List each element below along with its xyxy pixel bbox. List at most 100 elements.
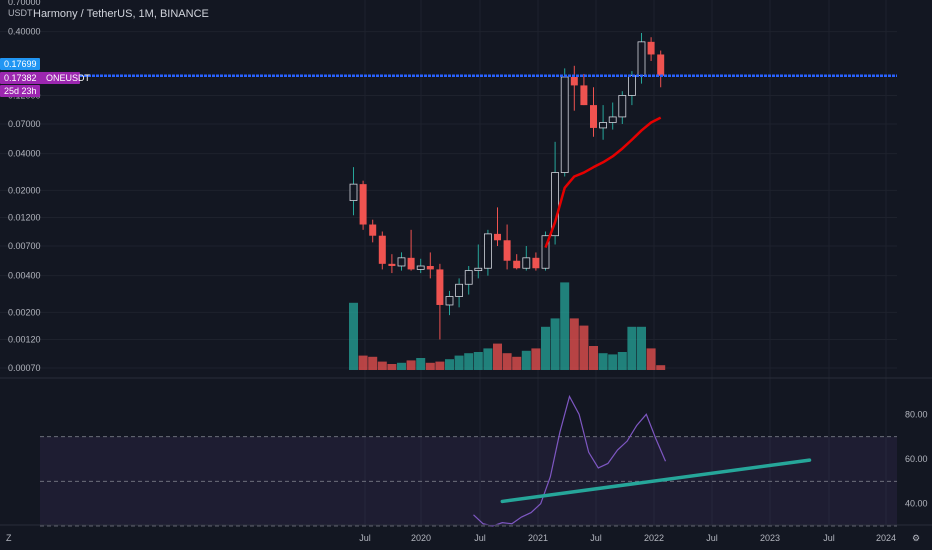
volume-bar (368, 356, 378, 370)
candle-body (599, 122, 607, 129)
y-tick-label: 0.01200 (8, 212, 41, 222)
candle-body (657, 54, 665, 76)
candle-body (580, 85, 588, 106)
time-axis[interactable]: Jul 2020 Jul 2021 Jul 2022 Jul 2023 Jul 2024 (359, 533, 896, 543)
price-axis[interactable]: 0.400000.120000.070000.040000.020000.012… (8, 0, 928, 509)
candle-body (445, 296, 454, 306)
volume-bar (637, 326, 646, 370)
candle-body (455, 283, 464, 297)
candle-body (570, 76, 578, 86)
candle-body (483, 233, 492, 269)
candle-body (647, 41, 655, 55)
candle-body (513, 260, 521, 269)
candle-body (628, 75, 636, 96)
rsi-indicator (473, 394, 812, 527)
symbol-name: ONEUSDT (46, 73, 91, 83)
volume-bar (406, 360, 416, 370)
volume-bar (425, 362, 435, 370)
x-tick-label: Jul (823, 533, 835, 543)
volume-bar (589, 346, 598, 370)
candle-body (359, 184, 367, 225)
volume-bar (435, 361, 445, 370)
volume-bar (617, 352, 627, 370)
chart-title: Harmony / TetherUS, 1M, BINANCE (33, 8, 209, 20)
volume-bar (521, 350, 531, 370)
x-tick-label: 2022 (644, 533, 664, 543)
rsi-band (40, 436, 897, 527)
volume-bar (569, 318, 579, 370)
x-tick-label: Jul (474, 533, 486, 543)
volume-bar (550, 318, 560, 370)
ma-line (544, 116, 662, 248)
y-tick-label: 0.07000 (8, 119, 41, 129)
volume-bar (627, 326, 637, 370)
x-tick-label: Jul (706, 533, 718, 543)
candle-body (503, 240, 511, 261)
x-tick-label: 2020 (411, 533, 431, 543)
y-tick-label: 0.00700 (8, 241, 41, 251)
candle-body (349, 183, 358, 201)
timezone-label[interactable]: Z (6, 533, 12, 543)
volume-bar (464, 353, 474, 370)
volume-bar (579, 325, 589, 370)
y-tick-label: 0.40000 (8, 27, 41, 37)
grid (0, 0, 897, 525)
candle-body (608, 116, 617, 123)
candle-body (474, 267, 483, 272)
moving-average (544, 116, 662, 248)
volume-bar (541, 326, 550, 370)
settings-icon[interactable]: ⚙ (912, 533, 920, 543)
countdown-tag (0, 85, 40, 97)
candle-body (637, 41, 646, 76)
current-price-value: 0.17699 (4, 59, 37, 69)
rsi-tick-label: 60.00 (905, 454, 928, 464)
volume-bar (377, 361, 387, 370)
volume-bars (349, 282, 666, 370)
volume-bar (387, 364, 397, 370)
volume-bar (493, 343, 502, 370)
symbol-price-value: 0.17382 (4, 73, 37, 83)
y-tick-label: 0.00400 (8, 271, 41, 281)
candle-body (464, 270, 473, 285)
price-tags: 0.17699 0.17382 ONEUSDT 25d 23h (0, 58, 897, 97)
y-tick-label-top: 0.70000 (8, 0, 41, 7)
volume-bar (608, 354, 618, 370)
volume-bar (512, 356, 522, 370)
y-tick-label: 0.00120 (8, 334, 41, 344)
candle-body (618, 95, 627, 118)
current-price-tag (0, 58, 40, 70)
candle-body (436, 269, 444, 305)
volume-bar (397, 362, 406, 370)
candle-body (369, 224, 377, 236)
countdown-value: 25d 23h (4, 86, 37, 96)
volume-bar (598, 353, 608, 370)
rsi-tick-label: 80.00 (905, 409, 928, 419)
volume-bar (445, 359, 454, 370)
volume-bar (454, 355, 464, 370)
candle-body (522, 257, 531, 269)
volume-bar (502, 353, 512, 370)
y-tick-label: 0.00200 (8, 307, 41, 317)
candle-body (551, 172, 559, 237)
candle-body (388, 263, 396, 266)
candle-body (416, 265, 425, 270)
candle-body (378, 235, 386, 264)
currency-label: USDT (8, 8, 33, 18)
candle-body (426, 265, 434, 270)
x-tick-label: Jul (590, 533, 602, 543)
volume-bar (646, 348, 656, 370)
volume-bar (531, 348, 541, 370)
y-tick-label: 0.02000 (8, 185, 41, 195)
volume-bar (416, 358, 426, 370)
x-tick-label: 2021 (528, 533, 548, 543)
x-tick-label: 2023 (760, 533, 780, 543)
volume-bar (656, 365, 666, 370)
x-tick-label: Jul (359, 533, 371, 543)
y-tick-label: 0.04000 (8, 149, 41, 159)
candle-body (407, 257, 415, 270)
volume-bar (560, 282, 570, 370)
candle-body (560, 76, 569, 173)
candle-body (494, 233, 501, 241)
candle-body (590, 105, 597, 128)
